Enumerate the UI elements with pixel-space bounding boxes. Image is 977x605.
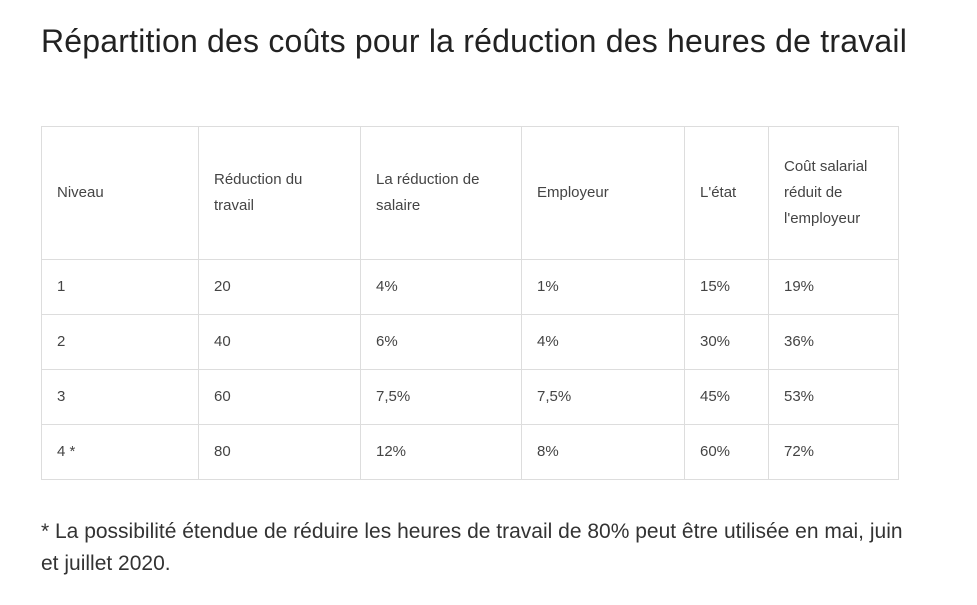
table-row: 1 20 4% 1% 15% 19% [41,259,899,315]
cell-etat: 15% [684,259,769,315]
table-row: 4 * 80 12% 8% 60% 72% [41,424,899,480]
table-row: 3 60 7,5% 7,5% 45% 53% [41,369,899,425]
cell-reduction-salaire: 12% [360,424,522,480]
cell-employeur: 1% [521,259,685,315]
table-header-row: Niveau Réduction du travail La réduction… [41,126,899,260]
cell-cout-salarial: 36% [768,314,899,370]
cell-employeur: 4% [521,314,685,370]
cell-reduction-travail: 40 [198,314,361,370]
cell-reduction-salaire: 6% [360,314,522,370]
header-reduction-travail: Réduction du travail [198,126,361,260]
cost-table: Niveau Réduction du travail La réduction… [41,126,899,480]
cell-cout-salarial: 72% [768,424,899,480]
cell-reduction-salaire: 7,5% [360,369,522,425]
cell-niveau: 2 [41,314,199,370]
cell-etat: 60% [684,424,769,480]
cell-etat: 30% [684,314,769,370]
table-row: 2 40 6% 4% 30% 36% [41,314,899,370]
cell-reduction-salaire: 4% [360,259,522,315]
cell-etat: 45% [684,369,769,425]
cell-reduction-travail: 20 [198,259,361,315]
header-employeur: Employeur [521,126,685,260]
cell-niveau: 4 * [41,424,199,480]
page-title: Répartition des coûts pour la réduction … [41,23,908,59]
cell-cout-salarial: 19% [768,259,899,315]
cell-cout-salarial: 53% [768,369,899,425]
cell-reduction-travail: 60 [198,369,361,425]
footnote: * La possibilité étendue de réduire les … [41,520,903,575]
header-niveau: Niveau [41,126,199,260]
cell-niveau: 1 [41,259,199,315]
cell-employeur: 8% [521,424,685,480]
header-etat: L'état [684,126,769,260]
header-cout-salarial: Coût salarial réduit de l'employeur [768,126,899,260]
cell-niveau: 3 [41,369,199,425]
cell-employeur: 7,5% [521,369,685,425]
header-reduction-salaire: La réduction de salaire [360,126,522,260]
cell-reduction-travail: 80 [198,424,361,480]
